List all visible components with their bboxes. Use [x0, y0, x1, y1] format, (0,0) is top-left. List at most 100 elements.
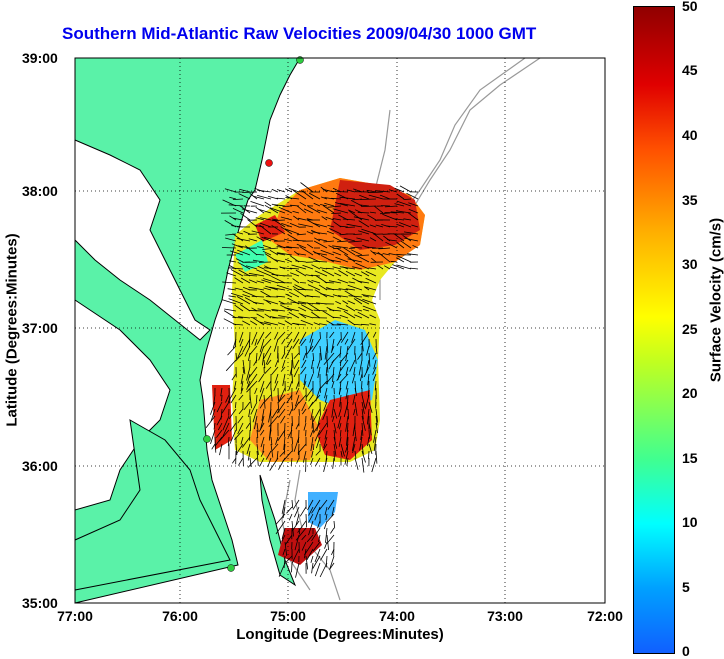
velocity-vector — [300, 182, 314, 193]
velocity-vector — [345, 380, 349, 390]
velocity-vector — [324, 281, 335, 284]
velocity-vector — [323, 401, 328, 411]
velocity-vector — [273, 219, 286, 228]
x-tick-label: 73:00 — [487, 608, 523, 624]
velocity-vector — [311, 527, 321, 542]
velocity-vector — [242, 338, 251, 353]
velocity-vector — [276, 252, 286, 256]
velocity-vector — [357, 352, 363, 360]
velocity-vector — [306, 231, 314, 235]
velocity-vector — [248, 286, 265, 291]
velocity-vector — [251, 295, 265, 298]
velocity-vector — [295, 513, 300, 526]
velocity-vector — [337, 295, 349, 298]
velocity-vector — [361, 443, 364, 455]
velocity-vector — [258, 422, 265, 432]
velocity-vector — [232, 217, 244, 221]
velocity-vector — [320, 204, 328, 207]
velocity-vector — [329, 309, 342, 312]
velocity-vector — [332, 266, 342, 270]
velocity-vector — [303, 373, 307, 386]
velocity-vector — [375, 415, 378, 426]
velocity-vector — [352, 436, 356, 452]
velocity-vector — [253, 195, 265, 200]
velocity-vector — [263, 299, 279, 305]
velocity-vector — [291, 548, 300, 564]
velocity-vector — [298, 527, 300, 535]
velocity-vector — [263, 278, 279, 284]
velocity-vector — [296, 457, 300, 464]
x-tick-label: 72:00 — [587, 608, 623, 624]
velocity-vector — [336, 247, 349, 256]
velocity-vector — [347, 258, 363, 263]
velocity-vector — [310, 408, 314, 421]
velocity-vector — [354, 401, 358, 416]
velocity-vector — [333, 422, 337, 434]
velocity-vector — [359, 436, 363, 451]
velocity-vector — [361, 457, 365, 473]
velocity-vector — [258, 345, 265, 361]
velocity-vector — [256, 280, 265, 284]
velocity-vector — [353, 233, 363, 235]
velocity-vector — [269, 207, 286, 214]
velocity-vector — [278, 408, 286, 418]
velocity-vector — [254, 415, 258, 430]
x-tick-label: 75:00 — [270, 608, 306, 624]
velocity-vector — [293, 352, 300, 359]
velocity-vector — [371, 457, 377, 473]
velocity-vector — [298, 306, 307, 312]
velocity-vector — [372, 331, 377, 338]
colorbar-tick: 45 — [682, 62, 698, 78]
velocity-vector — [285, 197, 300, 200]
velocity-vector — [265, 285, 279, 291]
velocity-vector — [320, 249, 335, 256]
velocity-vector — [249, 345, 258, 356]
velocity-vector — [307, 206, 321, 214]
velocity-vector — [372, 373, 377, 381]
velocity-vector — [360, 198, 377, 200]
velocity-vector — [242, 286, 251, 291]
velocity-vector — [319, 345, 322, 361]
velocity-vector — [367, 408, 370, 425]
velocity-vector — [332, 236, 342, 242]
velocity-vector — [222, 299, 237, 305]
velocity-vector — [407, 253, 419, 256]
velocity-vector — [347, 319, 356, 326]
velocity-vector — [282, 548, 286, 556]
velocity-vector — [291, 373, 293, 384]
velocity-vector — [257, 246, 265, 249]
velocity-vector — [300, 366, 307, 375]
velocity-vector — [396, 223, 405, 228]
velocity-vector — [352, 266, 363, 270]
velocity-vector — [366, 345, 370, 356]
velocity-vector — [354, 429, 357, 442]
velocity-vector — [357, 311, 370, 319]
velocity-vector — [247, 450, 251, 461]
velocity-vector — [271, 443, 279, 452]
velocity-vector — [322, 408, 328, 420]
velocity-vector — [260, 290, 272, 298]
velocity-vector — [312, 352, 315, 362]
colorbar-tick: 50 — [682, 0, 698, 14]
velocity-vector — [316, 359, 321, 369]
velocity-vector — [315, 450, 321, 456]
velocity-vector — [361, 422, 364, 436]
velocity-vector — [355, 309, 363, 312]
velocity-vector — [274, 204, 286, 207]
velocity-vector — [279, 266, 293, 270]
velocity-vector — [367, 436, 370, 447]
velocity-vector — [271, 218, 279, 221]
velocity-vector — [325, 513, 328, 521]
velocity-vector — [332, 316, 342, 319]
velocity-vector — [256, 269, 272, 277]
velocity-vector — [354, 324, 363, 326]
velocity-vector — [369, 211, 377, 214]
velocity-vector — [396, 257, 405, 263]
velocity-vector — [295, 387, 300, 395]
velocity-vector — [281, 499, 286, 514]
colorbar-tick: 20 — [682, 385, 698, 401]
velocity-vector — [260, 450, 265, 457]
velocity-vector — [288, 380, 293, 391]
velocity-vector — [332, 218, 342, 221]
velocity-vector — [359, 204, 370, 207]
